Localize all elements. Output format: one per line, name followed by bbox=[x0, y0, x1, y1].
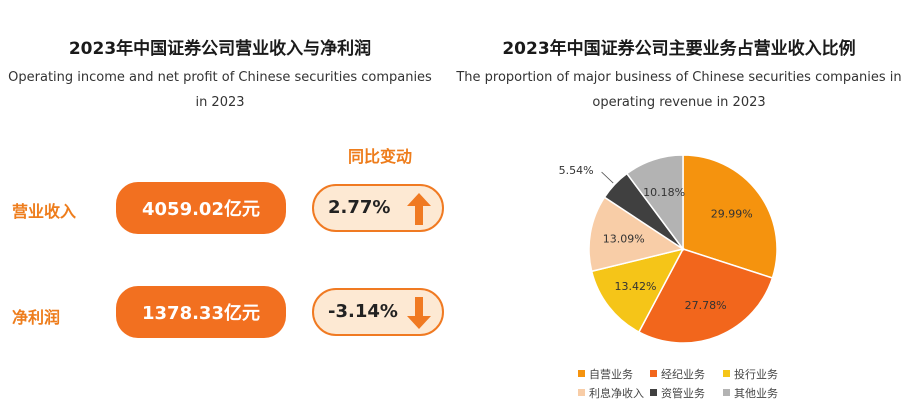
left-title: 2023年中国证券公司营业收入与净利润 bbox=[68, 39, 372, 59]
legend-swatch bbox=[650, 370, 657, 377]
pie-label-net-interest: 13.09% bbox=[603, 233, 645, 246]
legend-label: 经纪业务 bbox=[661, 368, 705, 381]
yoy-change-header: 同比变动 bbox=[347, 147, 412, 166]
legend-swatch bbox=[578, 370, 585, 377]
left-subtitle-line1: Operating income and net profit of Chine… bbox=[8, 70, 432, 85]
legend-label: 利息净收入 bbox=[589, 387, 644, 400]
arrow-down-icon bbox=[407, 297, 431, 329]
pie-slice-proprietary bbox=[682, 154, 778, 279]
legend-item-asset-management: 资管业务 bbox=[650, 385, 705, 401]
net-profit-change: -3.14% bbox=[328, 301, 398, 322]
business-share-panel: 2023年中国证券公司主要业务占营业收入比例 The proportion of… bbox=[445, 0, 913, 415]
legend-label: 自营业务 bbox=[589, 368, 633, 381]
legend-swatch bbox=[723, 389, 730, 396]
net-profit-label: 净利润 bbox=[12, 308, 61, 327]
income-profit-panel: 2023年中国证券公司营业收入与净利润 Operating income and… bbox=[0, 0, 444, 415]
pie-label-proprietary: 29.99% bbox=[711, 208, 753, 221]
pie-label-brokerage: 27.78% bbox=[685, 299, 727, 312]
arrow-up-icon bbox=[407, 193, 431, 225]
legend-label: 投行业务 bbox=[734, 368, 778, 381]
legend-item-brokerage: 经纪业务 bbox=[650, 366, 705, 382]
legend-item-other: 其他业务 bbox=[723, 385, 778, 401]
pie-label-investment-banking: 13.42% bbox=[615, 280, 657, 293]
left-subtitle: Operating income and net profit of Chine… bbox=[0, 65, 440, 115]
legend-label: 其他业务 bbox=[734, 387, 778, 400]
net-profit-value: 1378.33亿元 bbox=[142, 303, 260, 324]
legend-item-net-interest: 利息净收入 bbox=[578, 385, 644, 401]
net-profit-value-box: 1378.33亿元 bbox=[116, 286, 286, 338]
pie-label-asset-management: 5.54% bbox=[559, 164, 594, 177]
legend-label: 资管业务 bbox=[661, 387, 705, 400]
pie-slice-other bbox=[625, 154, 684, 252]
legend-swatch bbox=[578, 389, 585, 396]
pie-slice-net-interest bbox=[588, 196, 685, 273]
legend-item-investment-banking: 投行业务 bbox=[723, 366, 778, 382]
revenue-value-box: 4059.02亿元 bbox=[116, 182, 286, 234]
right-subtitle-line2: operating revenue in 2023 bbox=[592, 95, 766, 110]
right-title: 2023年中国证券公司主要业务占营业收入比例 bbox=[502, 39, 856, 59]
pie-slice-investment-banking bbox=[590, 247, 685, 334]
right-subtitle: The proportion of major business of Chin… bbox=[445, 65, 913, 115]
pie-leader-line bbox=[601, 171, 614, 184]
revenue-change-box: 2.77% bbox=[312, 184, 444, 232]
pie-slice-brokerage bbox=[637, 248, 774, 344]
legend-item-proprietary: 自营业务 bbox=[578, 366, 633, 382]
left-subtitle-line2: in 2023 bbox=[195, 95, 245, 110]
net-profit-change-box: -3.14% bbox=[312, 288, 444, 336]
revenue-label: 营业收入 bbox=[12, 202, 77, 221]
legend-swatch bbox=[650, 389, 657, 396]
right-subtitle-line1: The proportion of major business of Chin… bbox=[456, 70, 902, 85]
revenue-change: 2.77% bbox=[328, 197, 391, 218]
legend-swatch bbox=[723, 370, 730, 377]
revenue-value: 4059.02亿元 bbox=[142, 199, 260, 220]
pie-label-other: 10.18% bbox=[643, 186, 685, 199]
